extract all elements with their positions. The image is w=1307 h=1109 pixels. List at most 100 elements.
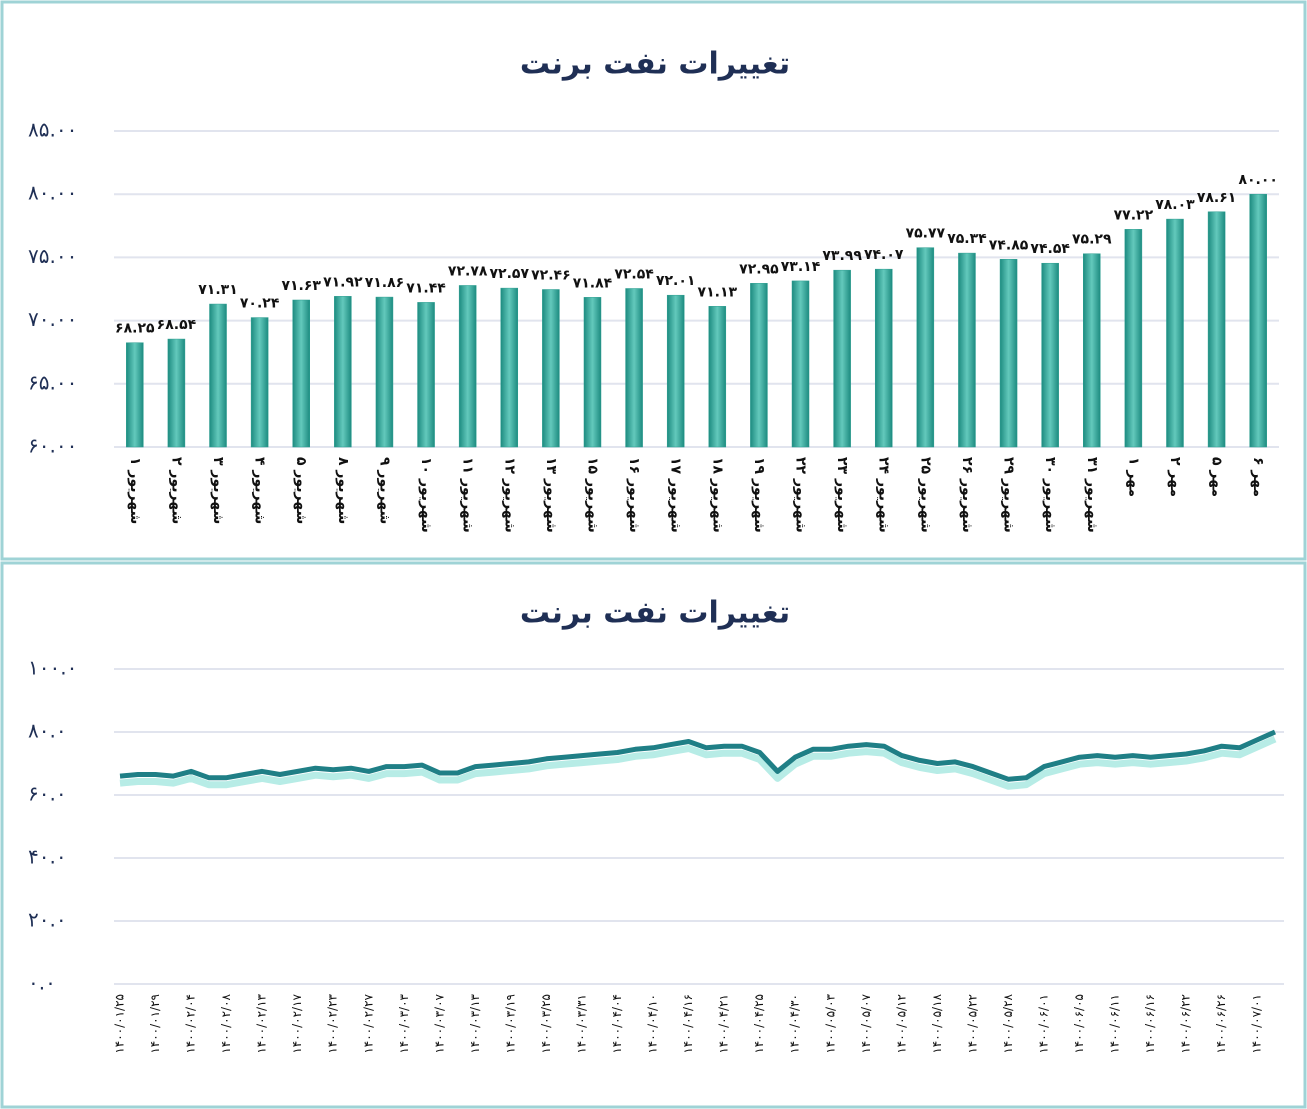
y-tick-label: ۱۰۰.۰	[28, 656, 77, 680]
bar	[375, 296, 394, 448]
x-tick-label: ۱۴۰۰/۰۶/۲۶	[1214, 994, 1228, 1054]
bar	[250, 317, 269, 448]
x-tick-label: ۱۴۰۰/۰۳/۰۷	[432, 993, 446, 1053]
x-tick-label: ۹ شهریور	[376, 457, 392, 524]
y-tick-label: ۰.۰	[28, 971, 56, 995]
chart-title: تغییرات نفت برنت	[520, 47, 790, 82]
value-label: ۷۱.۴۴	[406, 280, 446, 296]
value-label: ۷۱.۶۳	[281, 278, 321, 294]
bar	[500, 287, 519, 448]
value-label: ۷۱.۸۶	[365, 275, 405, 291]
value-label: ۷۴.۵۴	[1030, 241, 1070, 257]
value-label: ۷۲.۹۵	[739, 261, 779, 277]
value-label: ۷۵.۷۷	[906, 226, 946, 242]
y-tick-label: ۴۰.۰	[28, 845, 67, 869]
bar	[292, 299, 310, 448]
bar	[833, 269, 851, 448]
value-label: ۷۱.۱۳	[698, 284, 738, 300]
x-tick-label: ۱۴۰۰/۰۵/۱۲	[894, 994, 908, 1054]
value-label: ۸۰.۰۰	[1238, 172, 1278, 188]
x-tick-label: ۱۲ شهریور	[501, 457, 517, 533]
bar	[958, 252, 976, 448]
x-tick-label: ۱۴۰۰/۰۴/۱۰	[646, 994, 660, 1054]
x-tick-label: ۳ شهریور	[210, 457, 226, 524]
value-label: ۷۷.۲۲	[1114, 207, 1154, 223]
x-tick-label: ۱۵ شهریور	[584, 457, 600, 533]
value-label: ۷۴.۸۵	[989, 237, 1029, 253]
y-tick-label: ۷۵.۰۰	[28, 244, 77, 268]
x-tick-label: ۱۴۰۰/۰۶/۰۱	[1037, 994, 1051, 1054]
x-tick-label: ۱۴۰۰/۰۴/۲۱	[717, 994, 731, 1054]
x-tick-label: ۲ مهر	[1167, 457, 1183, 497]
bar	[1041, 262, 1059, 448]
x-tick-label: ۱۴۰۰/۰۴/۲۵	[752, 994, 766, 1054]
x-tick-label: ۱۴۰۰/۰۲/۰۸	[219, 993, 233, 1053]
value-label: ۷۲.۰۱	[656, 273, 696, 289]
value-label: ۷۱.۹۲	[323, 274, 363, 290]
x-tick-label: ۱۴۰۰/۰۴/۰۴	[610, 994, 624, 1054]
value-label: ۷۱.۸۴	[573, 275, 613, 291]
bar	[583, 297, 602, 448]
bar	[916, 247, 935, 448]
x-tick-label: ۱۴۰۰/۰۳/۰۳	[397, 993, 411, 1053]
x-tick-label: ۱۴۰۰/۰۳/۲۵	[539, 994, 553, 1054]
y-tick-label: ۷۰.۰۰	[28, 307, 77, 331]
bar	[458, 285, 477, 448]
bar	[1083, 253, 1101, 448]
line	[119, 729, 1277, 782]
bar	[1166, 218, 1184, 448]
x-tick-label: ۲۶ شهریور	[959, 457, 975, 533]
bar	[625, 288, 643, 448]
x-tick-label: ۱۴۰۰/۰۵/۱۸	[930, 993, 944, 1053]
x-tick-label: ۱۴۰۰/۰۳/۳۱	[575, 994, 589, 1054]
x-tick-label: ۱۰ شهریور	[418, 457, 434, 533]
x-tick-label: ۶ مهر	[1250, 457, 1266, 497]
value-label: ۷۰.۲۴	[240, 296, 280, 312]
x-tick-label: ۲۴ شهریور	[876, 457, 892, 533]
y-tick-label: ۸۵.۰۰	[28, 118, 77, 142]
value-label: ۷۲.۵۷	[490, 266, 530, 282]
x-tick-label: ۱۱ شهریور	[460, 457, 476, 533]
x-tick-label: ۱۴۰۰/۰۲/۲۷	[361, 993, 375, 1053]
panel	[0, 561, 1307, 1109]
x-tick-label: ۴ شهریور	[252, 457, 268, 524]
x-tick-label: ۱ مهر	[1125, 457, 1141, 497]
x-tick-label: ۱ شهریور	[127, 457, 143, 524]
x-tick-label: ۱۷ شهریور	[668, 457, 684, 533]
x-tick-label: ۱۴۰۰/۰۵/۲۸	[1001, 993, 1015, 1053]
chart-title: تغییرات نفت برنت	[520, 596, 790, 631]
x-tick-label: ۱۴۰۰/۰۵/۰۳	[823, 993, 837, 1053]
x-tick-label: ۱۴۰۰/۰۶/۱۶	[1143, 994, 1157, 1054]
x-tick-label: ۱۴۰۰/۰۲/۱۳	[255, 993, 269, 1053]
x-tick-label: ۱۴۰۰/۰۶/۲۲	[1179, 994, 1193, 1054]
value-label: ۷۱.۳۱	[198, 282, 238, 298]
bar	[666, 294, 685, 448]
x-tick-label: ۱۶ شهریور	[626, 457, 642, 533]
x-tick-label: ۱۴۰۰/۰۷/۰۱	[1250, 994, 1264, 1054]
bar	[708, 306, 727, 448]
x-tick-label: ۲۳ شهریور	[834, 457, 850, 533]
x-tick-label: ۳۱ شهریور	[1084, 457, 1100, 533]
value-label: ۷۲.۴۶	[531, 268, 571, 284]
value-label: ۶۸.۲۵	[115, 321, 155, 337]
x-tick-label: ۱۴۰۰/۰۳/۱۹	[503, 994, 517, 1054]
bar	[1207, 211, 1226, 448]
x-tick-label: ۳۰ شهریور	[1042, 457, 1058, 533]
bar	[874, 268, 893, 448]
bar	[167, 338, 186, 448]
value-label: ۷۵.۲۹	[1072, 232, 1112, 248]
x-tick-label: ۵ مهر	[1209, 457, 1225, 497]
value-label: ۷۳.۹۹	[822, 248, 862, 264]
x-tick-label: ۱۴۰۰/۰۲/۱۷	[290, 993, 304, 1053]
x-tick-label: ۱۸ شهریور	[709, 457, 725, 533]
bar	[126, 342, 144, 448]
x-tick-label: ۲ شهریور	[168, 457, 184, 524]
x-tick-label: ۸ شهریور	[335, 457, 351, 524]
y-tick-label: ۲۰.۰	[28, 908, 67, 932]
x-tick-label: ۱۴۰۰/۰۶/۰۵	[1072, 994, 1086, 1054]
bar	[1249, 193, 1267, 448]
x-tick-label: ۱۳ شهریور	[543, 457, 559, 533]
value-label: ۷۸.۰۳	[1155, 197, 1195, 213]
x-tick-label: ۲۵ شهریور	[917, 457, 933, 533]
y-tick-label: ۶۰.۰۰	[28, 434, 77, 458]
